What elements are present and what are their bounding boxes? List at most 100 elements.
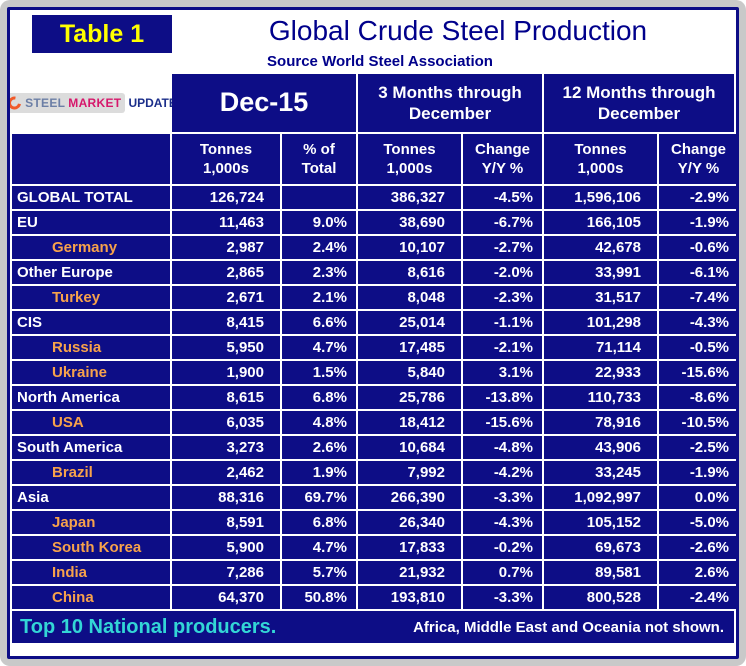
- page-title: Global Crude Steel Production: [268, 15, 648, 46]
- row-label: Germany: [12, 236, 170, 259]
- row-value: 42,678: [544, 236, 657, 259]
- row-value: 4.7%: [282, 536, 356, 559]
- row-value: 5,950: [172, 336, 280, 359]
- row-value: 7,992: [358, 461, 461, 484]
- row-value: -2.3%: [463, 286, 542, 309]
- table-row: South America 3,273 2.6% 10,684 -4.8% 43,906-…: [12, 436, 736, 459]
- row-value: 89,581: [544, 561, 657, 584]
- column-group-12-months: 12 Months through December: [544, 74, 734, 132]
- row-value: 31,517: [544, 286, 657, 309]
- logo-word-market: MARKET: [68, 96, 122, 110]
- row-value: -0.2%: [463, 536, 542, 559]
- table-row: North America 8,615 6.8% 25,786 -13.8% 110,73…: [12, 386, 736, 409]
- row-label: Turkey: [12, 286, 170, 309]
- column-header-row: Tonnes 1,000s % of Total Tonnes 1,000s C…: [12, 134, 736, 184]
- steel-market-update-logo: STEEL MARKET UPDATE: [10, 74, 177, 132]
- table-row: Japan 8,591 6.8% 26,340 -4.3% 105,152 -5.0%: [12, 511, 736, 534]
- row-label: Brazil: [12, 461, 170, 484]
- row-value: 22,933: [544, 361, 657, 384]
- row-value: 2.6%: [282, 436, 356, 459]
- column-header-pct-of-total: % of Total: [282, 134, 356, 184]
- row-value: 126,724: [172, 186, 280, 209]
- row-value: 25,014: [358, 311, 461, 334]
- row-label: Russia: [12, 336, 170, 359]
- column-group-row: STEEL MARKET UPDATE Dec-15 3 Months thro…: [10, 74, 734, 132]
- row-value: -1.9%: [659, 461, 736, 484]
- row-value: -2.4%: [659, 586, 736, 609]
- row-value: 2.4%: [282, 236, 356, 259]
- row-value: -6.7%: [463, 211, 542, 234]
- table-row: Ukraine 1,900 1.5% 5,840 3.1% 22,933 -15.6%: [12, 361, 736, 384]
- row-value: 0.0%: [659, 486, 736, 509]
- table-row: CIS 8,415 6.6% 25,014 -1.1% 101,298 -4.3%: [12, 311, 736, 334]
- row-value: 2.6%: [659, 561, 736, 584]
- row-value: 2,987: [172, 236, 280, 259]
- row-value: -8.6%: [659, 386, 736, 409]
- table-row: Other Europe 2,865 2.3% 8,616 -2.0% 33,991 -6.…: [12, 261, 736, 284]
- row-value: -2.6%: [659, 536, 736, 559]
- row-label: South Korea: [12, 536, 170, 559]
- row-value: 6,035: [172, 411, 280, 434]
- table-row: Germany 2,987 2.4% 10,107 -2.7% 42,678 -0.6%: [12, 236, 736, 259]
- row-label: India: [12, 561, 170, 584]
- row-value: 21,932: [358, 561, 461, 584]
- row-value: 386,327: [358, 186, 461, 209]
- row-value: 8,415: [172, 311, 280, 334]
- row-label: North America: [12, 386, 170, 409]
- row-value: -4.2%: [463, 461, 542, 484]
- footer-row: Top 10 National producers. Africa, Middl…: [12, 611, 734, 643]
- row-value: 5,840: [358, 361, 461, 384]
- logo-word-update: UPDATE: [128, 96, 177, 110]
- row-value: 69.7%: [282, 486, 356, 509]
- row-value: 2,865: [172, 261, 280, 284]
- row-value: 6.8%: [282, 386, 356, 409]
- row-value: 5,900: [172, 536, 280, 559]
- row-value: -4.8%: [463, 436, 542, 459]
- row-label: CIS: [12, 311, 170, 334]
- table-row: GLOBAL TOTAL 126,724 386,327 -4.5% 1,596,106…: [12, 186, 736, 209]
- column-header-change-3m: Change Y/Y %: [463, 134, 542, 184]
- table-row: India 7,286 5.7% 21,932 0.7% 89,581 2.6%: [12, 561, 736, 584]
- row-value: 101,298: [544, 311, 657, 334]
- row-label: Other Europe: [12, 261, 170, 284]
- row-value: -10.5%: [659, 411, 736, 434]
- column-group-dec15: Dec-15: [172, 74, 356, 132]
- row-value: 1,900: [172, 361, 280, 384]
- row-value: 2,462: [172, 461, 280, 484]
- row-value: 3,273: [172, 436, 280, 459]
- row-value: -4.5%: [463, 186, 542, 209]
- row-value: -3.3%: [463, 486, 542, 509]
- table-row: USA 6,035 4.8% 18,412 -15.6% 78,916 -10.5%: [12, 411, 736, 434]
- column-group-3-months: 3 Months through December: [358, 74, 542, 132]
- row-value: 88,316: [172, 486, 280, 509]
- table-row: Brazil 2,462 1.9% 7,992 -4.2% 33,245 -1.9%: [12, 461, 736, 484]
- row-value: -15.6%: [463, 411, 542, 434]
- row-value: -13.8%: [463, 386, 542, 409]
- row-value: -2.0%: [463, 261, 542, 284]
- logo-word-steel: STEEL: [25, 96, 66, 110]
- row-value: 8,048: [358, 286, 461, 309]
- row-value: -15.6%: [659, 361, 736, 384]
- row-value: 8,591: [172, 511, 280, 534]
- row-value: 6.8%: [282, 511, 356, 534]
- source-note: Source World Steel Association: [267, 53, 493, 70]
- row-value: 6.6%: [282, 311, 356, 334]
- row-value: 38,690: [358, 211, 461, 234]
- row-value: 43,906: [544, 436, 657, 459]
- row-value: 800,528: [544, 586, 657, 609]
- column-header-tonnes-3m: Tonnes 1,000s: [358, 134, 461, 184]
- row-value: 2,671: [172, 286, 280, 309]
- row-value: 17,833: [358, 536, 461, 559]
- table-row: Turkey 2,671 2.1% 8,048 -2.3% 31,517 -7.4%: [12, 286, 736, 309]
- row-value: 8,615: [172, 386, 280, 409]
- table-number-badge: Table 1: [32, 15, 172, 53]
- row-value: 4.8%: [282, 411, 356, 434]
- table-panel: Table 1 Global Crude Steel Production So…: [7, 7, 739, 659]
- row-value: 11,463: [172, 211, 280, 234]
- row-value: 110,733: [544, 386, 657, 409]
- column-header-tonnes-12m: Tonnes 1,000s: [544, 134, 657, 184]
- table-rows: GLOBAL TOTAL 126,724 386,327 -4.5% 1,596,106…: [12, 186, 736, 609]
- empty-header-cell: [12, 134, 170, 184]
- row-value: -1.9%: [659, 211, 736, 234]
